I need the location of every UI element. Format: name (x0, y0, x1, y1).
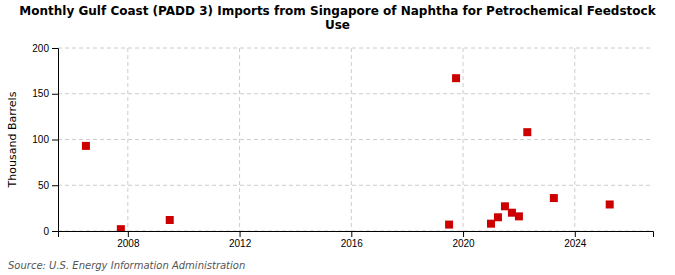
x-tick-mark (240, 231, 241, 237)
point (508, 209, 516, 217)
y-tick-mark (52, 94, 58, 95)
y-tick-label: 100 (32, 134, 49, 145)
y-tick-mark (52, 48, 58, 49)
y-tick-mark (52, 185, 58, 186)
point (501, 202, 509, 210)
point (82, 142, 90, 150)
x-tick-mark (128, 231, 129, 237)
y-tick: 0 (43, 226, 58, 237)
x-tick: 2024 (564, 231, 587, 249)
point (550, 194, 558, 202)
point (452, 74, 460, 82)
x-axis: 2008 2012 2016 2020 2024 (59, 231, 654, 249)
x-grid-line (463, 48, 464, 231)
x-tick: 2012 (229, 231, 252, 249)
point (117, 225, 125, 231)
y-grid-line (58, 185, 653, 186)
x-grid-line (239, 48, 240, 231)
point (606, 200, 614, 208)
x-tick-mark (575, 231, 576, 237)
point (445, 221, 453, 229)
x-tick: 2020 (452, 231, 475, 249)
x-tick-mark (351, 231, 352, 237)
y-grid-line (58, 93, 653, 94)
y-tick: 200 (32, 43, 58, 54)
y-axis-line (52, 49, 59, 232)
y-tick-label: 200 (32, 43, 49, 54)
point (166, 216, 174, 224)
x-tick-label: 2008 (117, 238, 140, 249)
y-tick-label: 150 (32, 88, 49, 99)
y-tick-mark (52, 231, 58, 232)
y-axis-label: Thousand Barrels (6, 91, 19, 188)
plot: 2008 2012 2016 2020 2024 0 50 100 150 200 Thousand… (6, 43, 654, 249)
x-tick-label: 2020 (452, 238, 475, 249)
y-grid-line (58, 48, 653, 49)
x-grid-line (574, 48, 575, 231)
point (523, 128, 531, 136)
points (82, 74, 614, 231)
chart: Monthly Gulf Coast (PADD 3) Imports from… (0, 0, 675, 275)
x-axis-line (59, 232, 654, 238)
title: Monthly Gulf Coast (PADD 3) Imports from… (19, 4, 656, 32)
point (494, 213, 502, 221)
x-tick-mark (463, 231, 464, 237)
title-line: Monthly Gulf Coast (PADD 3) Imports from… (19, 4, 656, 18)
x-tick: 2016 (341, 231, 364, 249)
y-tick: 100 (32, 134, 58, 145)
x-tick-label: 2012 (229, 238, 252, 249)
title-line: Use (325, 18, 350, 32)
y-grid-line (58, 139, 653, 140)
x-tick-label: 2024 (564, 238, 587, 249)
y-tick-mark (52, 140, 58, 141)
y-tick-label: 50 (38, 180, 50, 191)
y-tick: 150 (32, 88, 58, 99)
point (487, 220, 495, 228)
y-tick-label: 0 (43, 226, 49, 237)
x-tick-label: 2016 (341, 238, 364, 249)
x-grid-line (351, 48, 352, 231)
grid (58, 48, 653, 231)
annotation: Source: U.S. Energy Information Administ… (8, 260, 245, 271)
x-grid-line (127, 48, 128, 231)
x-tick: 2008 (117, 231, 140, 249)
point (515, 212, 523, 220)
y-tick: 50 (38, 180, 58, 191)
y-axis: 0 50 100 150 200 (32, 43, 58, 237)
